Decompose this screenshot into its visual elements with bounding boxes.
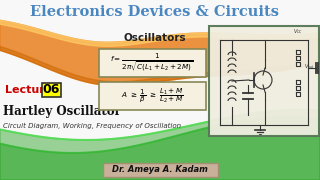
Text: $V_{CC}$: $V_{CC}$ bbox=[293, 27, 303, 36]
FancyBboxPatch shape bbox=[99, 82, 206, 110]
FancyBboxPatch shape bbox=[209, 26, 319, 136]
Text: Electronics Devices & Circuits: Electronics Devices & Circuits bbox=[30, 5, 279, 19]
Text: Oscillators: Oscillators bbox=[124, 33, 186, 43]
Text: 06: 06 bbox=[42, 83, 60, 96]
Text: $A\ \geq\ \dfrac{1}{\beta}\ \geq\ \dfrac{L_1+M}{L_2+M}$: $A\ \geq\ \dfrac{1}{\beta}\ \geq\ \dfrac… bbox=[121, 87, 183, 105]
Text: Hartley Oscillator: Hartley Oscillator bbox=[3, 105, 121, 118]
Text: $f = \dfrac{1}{2\pi\sqrt{C(L_1+L_2+2M)}}$: $f = \dfrac{1}{2\pi\sqrt{C(L_1+L_2+2M)}}… bbox=[110, 53, 194, 73]
Text: Circuit Diagram, Working, Frequency of Oscillation: Circuit Diagram, Working, Frequency of O… bbox=[3, 123, 181, 129]
FancyBboxPatch shape bbox=[99, 49, 206, 77]
Text: Dr. Ameya A. Kadam: Dr. Ameya A. Kadam bbox=[112, 165, 208, 174]
FancyBboxPatch shape bbox=[102, 163, 218, 177]
Text: $V_{out}$: $V_{out}$ bbox=[304, 62, 315, 71]
Text: Lecture: Lecture bbox=[5, 85, 52, 95]
FancyBboxPatch shape bbox=[42, 82, 60, 96]
